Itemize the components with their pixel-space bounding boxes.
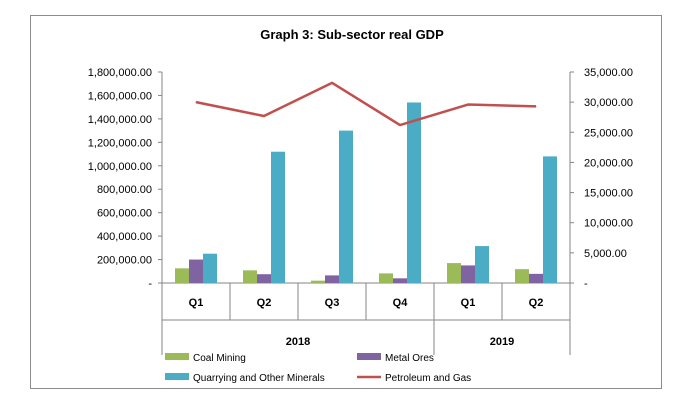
bar-quarrying-and-other-minerals xyxy=(407,102,421,283)
bar-coal-mining xyxy=(515,269,529,283)
chart-title: Graph 3: Sub-sector real GDP xyxy=(260,27,444,42)
legend-label: Petroleum and Gas xyxy=(385,373,471,384)
bar-coal-mining xyxy=(243,270,257,283)
x-category-label: Q2 xyxy=(529,297,544,309)
x-group-label: 2018 xyxy=(286,336,310,348)
y-left-tick-label: 1,600,000.00 xyxy=(88,90,152,102)
line-point xyxy=(399,124,401,126)
y-right-tick-label: 20,000.00 xyxy=(584,157,633,169)
y-left-tick-label: - xyxy=(148,278,152,290)
bar-coal-mining xyxy=(447,263,461,283)
bar-metal-ores xyxy=(257,274,271,283)
bar-metal-ores xyxy=(189,259,203,283)
bar-coal-mining xyxy=(379,273,393,283)
legend-swatch xyxy=(165,353,189,360)
y-right-tick-label: 25,000.00 xyxy=(584,127,633,139)
x-category-label: Q4 xyxy=(393,297,409,309)
y-left-tick-label: 400,000.00 xyxy=(97,231,152,243)
x-category-label: Q1 xyxy=(461,297,476,309)
y-right-tick-label: 15,000.00 xyxy=(584,188,633,200)
x-group-label: 2019 xyxy=(490,336,514,348)
line-point xyxy=(331,82,333,84)
bar-quarrying-and-other-minerals xyxy=(271,151,285,283)
plot-area: - 200,000.00 400,000.00 600,000.00 800,000.0… xyxy=(88,67,633,355)
y-left-tick-label: 200,000.00 xyxy=(97,255,152,267)
y-left-tick-label: 800,000.00 xyxy=(97,184,152,196)
y-right-tick-label: 30,000.00 xyxy=(584,97,633,109)
bar-coal-mining xyxy=(311,280,325,283)
y-right-tick-label: 10,000.00 xyxy=(584,218,633,230)
bar-metal-ores xyxy=(461,265,475,283)
line-point xyxy=(263,115,265,117)
y-left-tick-label: 1,200,000.00 xyxy=(88,137,152,149)
bar-quarrying-and-other-minerals xyxy=(475,246,489,283)
bar-metal-ores xyxy=(393,278,407,283)
bar-metal-ores xyxy=(529,273,543,283)
y-left-tick-label: 1,800,000.00 xyxy=(88,67,152,79)
line-point xyxy=(535,105,537,107)
legend-swatch xyxy=(165,373,189,380)
legend-label: Metal Ores xyxy=(385,353,434,364)
legend-label: Quarrying and Other Minerals xyxy=(193,373,325,384)
y-right-tick-label: - xyxy=(584,278,588,290)
line-point xyxy=(195,101,197,103)
bar-coal-mining xyxy=(175,268,189,283)
line-point xyxy=(467,104,469,106)
line-petroleum-and-gas xyxy=(195,81,537,127)
y-right-tick-label: 35,000.00 xyxy=(584,67,633,79)
y-right-tick-label: 5,000.00 xyxy=(584,248,627,260)
y-left-tick-label: 1,400,000.00 xyxy=(88,114,152,126)
y-left-tick-label: 600,000.00 xyxy=(97,208,152,220)
y-left-tick-label: 1,000,000.00 xyxy=(88,161,152,173)
bar-quarrying-and-other-minerals xyxy=(543,156,557,283)
bar-quarrying-and-other-minerals xyxy=(203,253,217,283)
x-category-label: Q1 xyxy=(189,297,204,309)
x-category-label: Q2 xyxy=(257,297,272,309)
legend-label: Coal Mining xyxy=(193,353,246,364)
bar-metal-ores xyxy=(325,275,339,283)
legend: Coal Mining Metal Ores Quarrying and Other… xyxy=(165,353,471,384)
legend-swatch xyxy=(357,353,381,360)
bar-quarrying-and-other-minerals xyxy=(339,130,353,283)
x-category-label: Q3 xyxy=(325,297,340,309)
